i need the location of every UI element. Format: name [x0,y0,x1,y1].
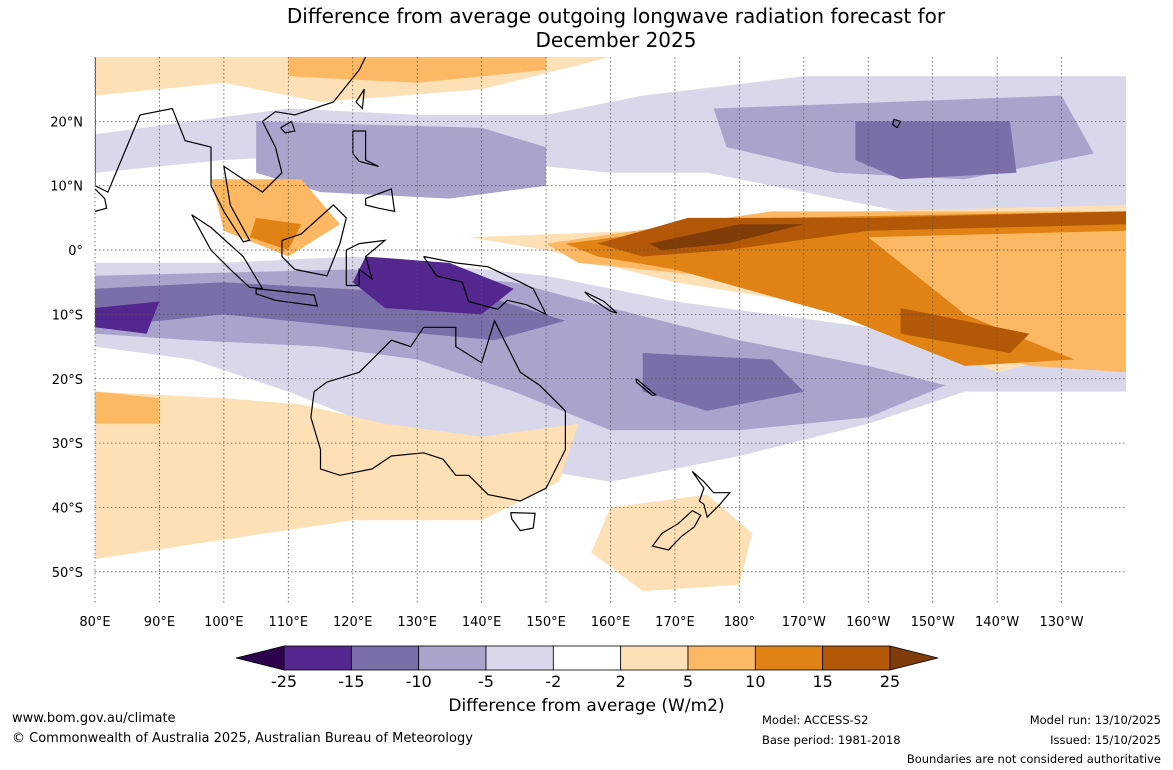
anomaly-region [597,211,1126,257]
colorbar-segment [687,645,756,671]
lat-tick-label: 10°N [50,180,83,195]
title-line-2: December 2025 [535,28,697,52]
colorbar-segment [485,645,554,671]
lat-tick-label: 20°N [50,115,83,130]
coastline [510,512,536,532]
lon-tick-label: 160°W [846,615,890,630]
coastline [584,291,618,314]
axis-labels: 80°E 90°E 100°E 110°E 120°E 130°E 140°E 150°E 16… [50,115,1084,630]
lat-tick-label: 20°S [52,373,83,388]
lon-tick-label: 150°W [911,615,955,630]
lat-tick-label: 30°S [52,437,83,452]
colorbar-segment [283,645,352,671]
colorbar-tick-label: 10 [745,672,765,691]
colorbar-tick-label: -2 [545,672,561,691]
lon-tick-label: 130°W [1039,615,1083,630]
colorbar-tick-label: -25 [271,672,297,691]
colorbar-tick-label: 5 [683,672,693,691]
lat-tick-label: 0° [68,244,83,259]
colorbar: -25 -15 -10 -5 -2 2 5 10 15 25 [235,645,939,691]
coastline [635,378,657,397]
lon-tick-label: 150°E [526,615,566,630]
lon-tick-label: 120°E [333,615,373,630]
lat-tick-label: 40°S [52,501,83,516]
anomaly-region [352,256,514,315]
anomaly-region [591,494,753,592]
boundaries-disclaimer: Boundaries are not considered authoritat… [906,752,1161,766]
coastline [280,120,296,134]
anomaly-region [211,179,340,257]
coastline [255,288,319,307]
coastline [191,214,264,290]
lon-tick-label: 140°E [462,615,502,630]
anomaly-region [649,224,804,251]
lon-tick-label: 90°E [144,615,175,630]
coastline [310,319,566,502]
coastline [95,57,367,243]
colorbar-tick-label: 25 [880,672,900,691]
coastline [423,255,548,316]
lon-tick-label: 110°E [269,615,309,630]
anomaly-region [95,391,160,424]
lon-tick-label: 100°E [204,615,244,630]
colorbar-segment [418,645,487,671]
colorbar-tick-label: -10 [406,672,432,691]
colorbar-tick-label: 2 [616,672,626,691]
lon-tick-label: 140°W [975,615,1019,630]
coastlines [95,57,902,551]
lon-tick-label: 80°E [79,615,110,630]
colorbar-tick-label: -15 [338,672,364,691]
lon-tick-label: 180° [724,615,755,630]
lon-tick-label: 170°E [655,615,695,630]
coastline [345,239,387,287]
lon-tick-label: 160°E [591,615,631,630]
anomaly-region [256,121,547,199]
coastline [651,510,702,551]
coastline [95,188,108,212]
lon-tick-label: 130°E [397,615,437,630]
colorbar-segment [552,645,622,671]
colorbar-segment [620,645,689,671]
colorbar-segment [822,645,891,671]
base-period: Base period: 1981-2018 [762,733,901,747]
coastline [691,470,731,519]
lon-tick-label: 170°W [782,615,826,630]
website-link[interactable]: www.bom.gov.au/climate [12,711,176,726]
colorbar-over-arrow [889,645,939,671]
anomaly-region [855,121,1017,180]
colorbar-segment [754,645,824,671]
colorbar-tick-label: 15 [812,672,832,691]
lat-tick-label: 50°S [52,566,83,581]
colorbar-under-arrow [235,645,285,671]
coastline [281,204,347,277]
anomaly-region [95,391,579,559]
coastline [892,118,902,129]
colorbar-tick-label: -5 [478,672,494,691]
anomaly-region [95,301,160,334]
issued-date: Issued: 15/10/2025 [1050,733,1161,747]
lat-tick-label: 10°S [52,308,83,323]
colorbar-title: Difference from average (W/m2) [448,696,725,716]
anomaly-region [642,353,804,411]
title-line-1: Difference from average outgoing longwav… [286,4,946,28]
colorbar-segment [350,645,420,671]
gridlines [94,57,1126,604]
coastline [355,88,365,110]
model-run: Model run: 13/10/2025 [1029,713,1161,727]
copyright-text: © Commonwealth of Australia 2025, Austra… [12,731,473,746]
anomaly-shading [95,57,1126,592]
model-name: Model: ACCESS-S2 [762,713,869,727]
coastline [365,188,396,213]
chart-title: Difference from average outgoing longwav… [0,4,1173,52]
